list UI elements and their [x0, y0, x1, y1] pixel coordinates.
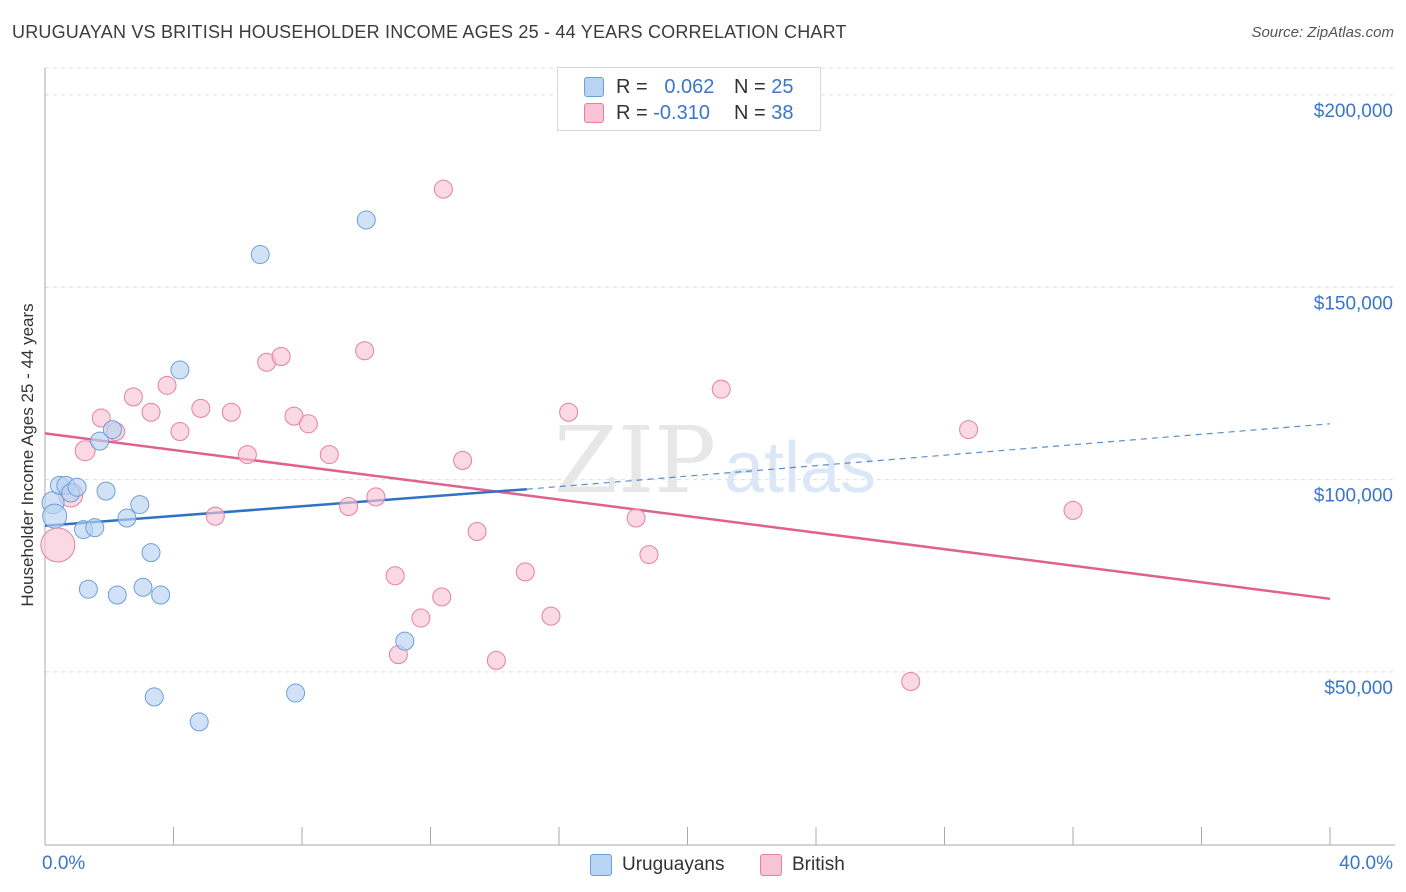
- data-point-uruguayans: [151, 585, 171, 605]
- data-point-british: [901, 672, 921, 692]
- data-point-british: [40, 527, 76, 563]
- legend-r-label: R =: [616, 75, 648, 98]
- legend-swatch-pink: [584, 103, 604, 123]
- y-tick-label: $50,000: [1324, 678, 1393, 699]
- data-point-british: [515, 562, 535, 582]
- data-point-british: [271, 346, 291, 366]
- legend-label-uruguayans: Uruguayans: [622, 854, 725, 875]
- watermark-zip: ZIP: [554, 407, 716, 514]
- legend-n-value: 25: [771, 75, 794, 98]
- legend-swatch-blue: [590, 854, 612, 876]
- y-axis-label: Householder Income Ages 25 - 44 years: [18, 303, 37, 607]
- data-point-uruguayans: [189, 712, 209, 732]
- legend-n-label: N =: [734, 101, 766, 124]
- data-point-uruguayans: [78, 579, 98, 599]
- data-point-british: [639, 545, 659, 565]
- data-point-uruguayans: [141, 543, 161, 563]
- legend-r-value: 0.062: [664, 75, 715, 98]
- data-point-british: [486, 650, 506, 670]
- data-point-british: [432, 587, 452, 607]
- trend-line-british: [44, 432, 1331, 601]
- y-tick-label: $200,000: [1314, 101, 1393, 122]
- data-point-british: [205, 506, 225, 526]
- data-point-british: [385, 566, 405, 586]
- data-point-uruguayans: [133, 577, 153, 597]
- data-point-british: [191, 398, 211, 418]
- data-point-british: [237, 445, 257, 465]
- data-point-uruguayans: [90, 431, 110, 451]
- data-point-uruguayans: [170, 360, 190, 380]
- data-point-british: [221, 402, 241, 422]
- watermark-atlas: atlas: [724, 428, 876, 508]
- data-point-british: [339, 497, 359, 517]
- data-point-british: [959, 420, 979, 440]
- data-point-british: [626, 508, 646, 528]
- y-tick-label: $100,000: [1314, 486, 1393, 507]
- data-point-british: [541, 606, 561, 626]
- data-point-uruguayans: [144, 687, 164, 707]
- legend-swatch-blue: [584, 77, 604, 97]
- x-tick-label: 40.0%: [1339, 853, 1393, 874]
- series-legend: Uruguayans British: [0, 851, 1406, 879]
- data-point-uruguayans: [356, 210, 376, 230]
- source-credit: Source: ZipAtlas.com: [1251, 24, 1394, 41]
- data-point-uruguayans: [250, 245, 270, 265]
- legend-swatch-pink: [760, 854, 782, 876]
- legend-n-value: 38: [771, 101, 794, 124]
- data-point-uruguayans: [130, 495, 150, 515]
- data-point-british: [467, 522, 487, 542]
- y-tick-label: $150,000: [1314, 293, 1393, 314]
- legend-n-label: N =: [734, 75, 766, 98]
- legend-row-british: R = -0.310 N = 38: [558, 99, 820, 127]
- data-point-british: [559, 402, 579, 422]
- chart-title: URUGUAYAN VS BRITISH HOUSEHOLDER INCOME …: [12, 22, 847, 42]
- data-point-british: [298, 414, 318, 434]
- data-point-uruguayans: [96, 481, 116, 501]
- data-point-british: [711, 379, 731, 399]
- legend-r-value: -0.310: [653, 101, 710, 124]
- data-points: [40, 179, 1083, 732]
- legend-item-british[interactable]: British: [760, 851, 845, 879]
- trend-line-uruguayans: [44, 487, 527, 527]
- x-tick-label: 0.0%: [42, 853, 85, 874]
- data-point-uruguayans: [42, 503, 68, 529]
- legend-r: R = 0.062: [616, 76, 714, 99]
- data-point-british: [123, 387, 143, 407]
- watermark: ZIP atlas: [554, 407, 876, 514]
- data-point-british: [74, 440, 96, 462]
- legend-row-uruguayans: R = 0.062 N = 25: [558, 73, 820, 101]
- data-point-british: [411, 608, 431, 628]
- data-point-uruguayans: [286, 683, 306, 703]
- data-point-uruguayans: [67, 477, 87, 497]
- data-point-british: [366, 487, 386, 507]
- legend-r-label: R =: [616, 101, 648, 124]
- legend-label-british: British: [792, 854, 845, 875]
- data-point-british: [433, 179, 453, 199]
- trend-line-uruguayans-extrapolated: [526, 423, 1331, 490]
- data-point-uruguayans: [102, 420, 122, 440]
- data-point-british: [141, 402, 161, 422]
- data-point-uruguayans: [85, 518, 105, 538]
- data-point-british: [453, 450, 473, 470]
- data-point-british: [355, 341, 375, 361]
- legend-r: R = -0.310: [616, 102, 710, 125]
- legend-n: N = 25: [734, 76, 794, 99]
- legend-item-uruguayans[interactable]: Uruguayans: [590, 851, 724, 879]
- correlation-legend: R = 0.062 N = 25 R = -0.310 N = 38: [557, 67, 821, 131]
- legend-n: N = 38: [734, 102, 794, 125]
- data-point-british: [91, 408, 111, 428]
- data-point-british: [157, 375, 177, 395]
- data-point-uruguayans: [117, 508, 137, 528]
- data-point-uruguayans: [107, 585, 127, 605]
- data-point-british: [170, 421, 190, 441]
- axes: [44, 68, 1395, 846]
- tick-labels: $200,000 $150,000 $100,000 $50,000 0.0% 40.0%: [42, 101, 1393, 874]
- data-point-british: [319, 445, 339, 465]
- data-point-british: [1063, 500, 1083, 520]
- data-point-uruguayans: [395, 631, 415, 651]
